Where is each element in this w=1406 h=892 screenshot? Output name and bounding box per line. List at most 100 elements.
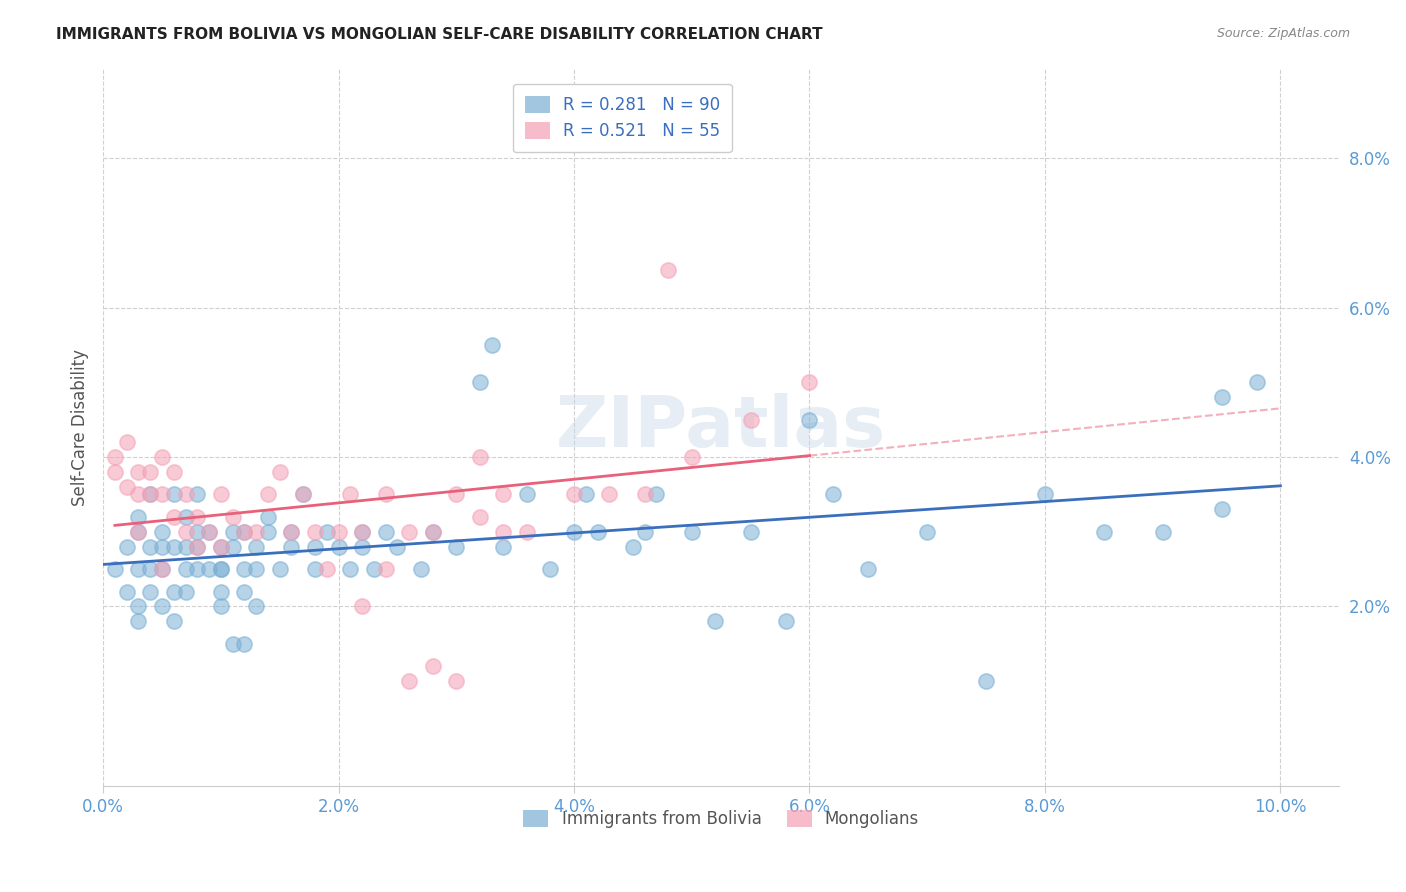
Point [115, 540, 138, 554]
Point [562, 487, 585, 501]
Point [492, 487, 515, 501]
Point [209, 562, 232, 576]
Point [352, 540, 374, 554]
Point [799, 376, 821, 390]
Point [150, 540, 173, 554]
Point [139, 540, 162, 554]
Point [104, 465, 127, 479]
Point [209, 540, 232, 554]
Point [645, 487, 668, 501]
Point [352, 524, 374, 539]
Point [163, 615, 186, 629]
Point [174, 584, 197, 599]
Point [704, 615, 727, 629]
Point [209, 487, 232, 501]
Point [245, 540, 267, 554]
Point [374, 524, 396, 539]
Point [634, 524, 657, 539]
Point [634, 487, 657, 501]
Point [186, 524, 208, 539]
Point [127, 487, 149, 501]
Point [280, 540, 302, 554]
Y-axis label: Self-Care Disability: Self-Care Disability [72, 349, 89, 506]
Point [740, 524, 762, 539]
Point [150, 562, 173, 576]
Point [233, 637, 256, 651]
Point [186, 509, 208, 524]
Point [269, 562, 291, 576]
Point [174, 487, 197, 501]
Point [304, 540, 326, 554]
Point [468, 509, 491, 524]
Point [198, 524, 221, 539]
Point [1211, 390, 1233, 404]
Point [468, 376, 491, 390]
Point [127, 599, 149, 614]
Point [139, 487, 162, 501]
Text: ZIPatlas: ZIPatlas [557, 392, 886, 462]
Point [1246, 376, 1268, 390]
Point [562, 524, 585, 539]
Point [139, 584, 162, 599]
Point [657, 263, 679, 277]
Point [280, 524, 302, 539]
Point [974, 674, 997, 689]
Point [1092, 524, 1115, 539]
Point [257, 487, 280, 501]
Point [245, 599, 267, 614]
Point [221, 637, 243, 651]
Point [257, 524, 280, 539]
Point [586, 524, 609, 539]
Point [209, 584, 232, 599]
Point [198, 562, 221, 576]
Point [304, 524, 326, 539]
Point [516, 136, 538, 151]
Point [446, 540, 468, 554]
Point [492, 524, 515, 539]
Point [858, 562, 880, 576]
Point [446, 487, 468, 501]
Point [681, 524, 703, 539]
Point [468, 450, 491, 464]
Point [174, 509, 197, 524]
Point [163, 509, 186, 524]
Point [292, 487, 315, 501]
Point [186, 487, 208, 501]
Point [269, 465, 291, 479]
Point [127, 524, 149, 539]
Point [104, 562, 127, 576]
Point [492, 540, 515, 554]
Point [422, 524, 444, 539]
Point [257, 509, 280, 524]
Point [115, 435, 138, 450]
Point [115, 480, 138, 494]
Point [127, 524, 149, 539]
Point [209, 540, 232, 554]
Point [1152, 524, 1174, 539]
Point [328, 524, 350, 539]
Point [799, 412, 821, 426]
Text: Source: ZipAtlas.com: Source: ZipAtlas.com [1216, 27, 1350, 40]
Point [150, 487, 173, 501]
Point [221, 524, 243, 539]
Point [233, 584, 256, 599]
Point [115, 584, 138, 599]
Point [233, 562, 256, 576]
Point [409, 562, 432, 576]
Point [352, 599, 374, 614]
Point [1211, 502, 1233, 516]
Point [127, 562, 149, 576]
Text: IMMIGRANTS FROM BOLIVIA VS MONGOLIAN SELF-CARE DISABILITY CORRELATION CHART: IMMIGRANTS FROM BOLIVIA VS MONGOLIAN SEL… [56, 27, 823, 42]
Point [516, 487, 538, 501]
Point [127, 615, 149, 629]
Point [352, 524, 374, 539]
Point [209, 599, 232, 614]
Point [139, 562, 162, 576]
Point [186, 562, 208, 576]
Point [315, 524, 337, 539]
Point [163, 487, 186, 501]
Point [127, 465, 149, 479]
Point [174, 524, 197, 539]
Point [280, 524, 302, 539]
Point [315, 562, 337, 576]
